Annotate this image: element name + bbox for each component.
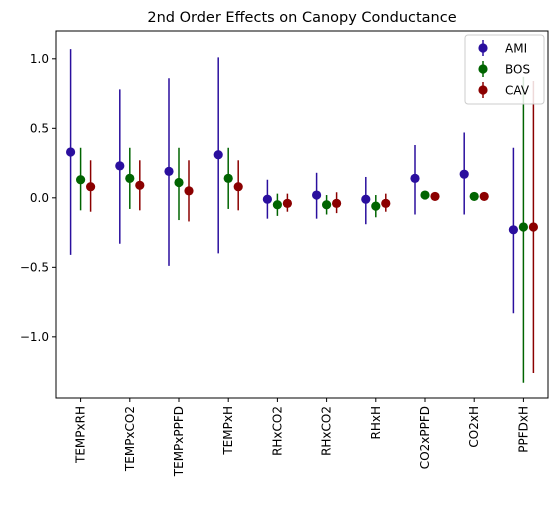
legend-marker bbox=[478, 85, 488, 95]
y-axis: −1.0 −0.5 0.0 0.5 1.0 bbox=[20, 52, 56, 344]
x-tick-label: TEMPxPPFD bbox=[172, 406, 186, 477]
data-point bbox=[479, 191, 489, 202]
data-point bbox=[322, 200, 332, 210]
legend-marker bbox=[478, 64, 488, 74]
data-point bbox=[223, 173, 233, 183]
data-point bbox=[115, 161, 125, 171]
x-tick-label: RHxCO2 bbox=[270, 406, 284, 456]
plot-frame bbox=[55, 30, 549, 399]
y-tick-label: −0.5 bbox=[20, 260, 49, 274]
data-point bbox=[125, 173, 135, 183]
data-point bbox=[174, 177, 184, 188]
data-point bbox=[233, 182, 243, 192]
x-tick-label: CO2xH bbox=[467, 406, 481, 448]
x-tick-label: PPFDxH bbox=[516, 406, 530, 453]
data-point bbox=[459, 169, 469, 179]
data-point bbox=[332, 198, 342, 208]
data-point bbox=[420, 190, 430, 200]
x-axis: TEMPxRH TEMPxCO2 TEMPxPPFD TEMPxH RHxCO2 RHxC… bbox=[74, 398, 530, 477]
legend-item-cav: CAV bbox=[478, 82, 530, 98]
series-cav bbox=[86, 81, 539, 373]
data-point bbox=[430, 191, 440, 202]
data-point bbox=[528, 222, 539, 232]
legend-item-bos: BOS bbox=[478, 61, 530, 77]
data-point bbox=[213, 150, 223, 160]
data-point bbox=[262, 194, 272, 204]
data-point bbox=[361, 194, 371, 204]
data-point bbox=[282, 198, 292, 208]
x-tick-label: TEMPxRH bbox=[74, 406, 88, 464]
chart-title: 2nd Order Effects on Canopy Conductance bbox=[147, 10, 456, 26]
data-point bbox=[184, 186, 194, 196]
data-point bbox=[312, 190, 322, 200]
legend-label: CAV bbox=[505, 84, 530, 98]
x-tick-label: RHxH bbox=[369, 406, 383, 440]
legend-marker bbox=[478, 43, 488, 53]
y-tick-label: 1.0 bbox=[30, 52, 49, 66]
data-point bbox=[76, 175, 86, 185]
data-point bbox=[66, 147, 76, 157]
legend-label: AMI bbox=[505, 42, 527, 56]
data-point bbox=[86, 182, 96, 192]
chart-marks bbox=[66, 49, 539, 383]
data-point bbox=[508, 225, 518, 235]
data-point bbox=[164, 166, 174, 177]
legend-label: BOS bbox=[505, 63, 530, 77]
legend: AMI BOS CAV bbox=[464, 34, 545, 105]
x-tick-label: TEMPxCO2 bbox=[123, 406, 137, 472]
y-tick-label: 0.0 bbox=[30, 191, 49, 205]
data-point bbox=[518, 222, 529, 232]
data-point bbox=[381, 198, 391, 208]
series-bos bbox=[76, 76, 529, 383]
data-point bbox=[272, 200, 282, 210]
x-tick-label: CO2xPPFD bbox=[418, 406, 432, 469]
data-point bbox=[371, 201, 381, 211]
data-point bbox=[469, 191, 479, 202]
legend-item-ami: AMI bbox=[478, 40, 527, 56]
x-tick-label: TEMPxH bbox=[221, 406, 235, 456]
y-tick-label: 0.5 bbox=[30, 121, 49, 135]
data-point bbox=[135, 180, 145, 190]
data-point bbox=[410, 173, 420, 183]
x-tick-label: RHxCO2 bbox=[320, 406, 334, 456]
series-ami bbox=[66, 49, 518, 314]
y-tick-label: −1.0 bbox=[20, 330, 49, 344]
